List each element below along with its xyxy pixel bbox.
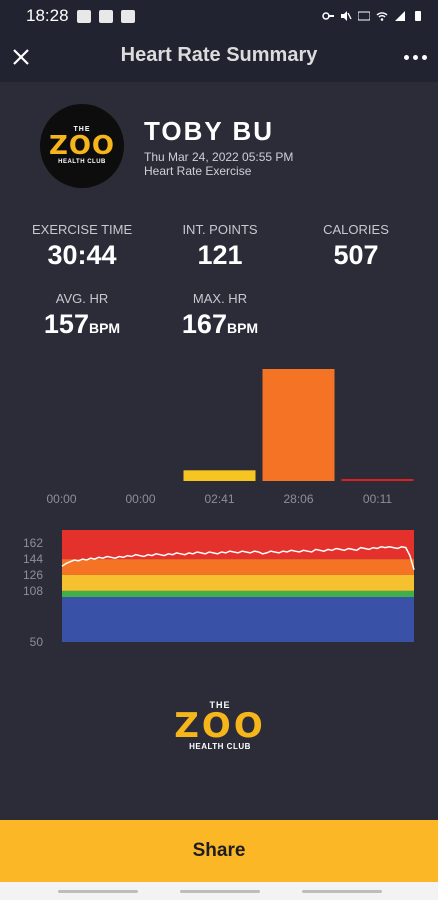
logo-zoo-text: ZOO [174,706,266,746]
workout-type: Heart Rate Exercise [144,164,252,178]
stat-label: AVG. HR [55,291,109,306]
hr-zone-band [62,559,414,575]
avg-hr-unit: BPM [88,320,121,336]
stat-int-points: INT. POINTS 121 [170,222,270,271]
key-icon [322,12,334,20]
share-button[interactable]: Share [0,820,438,882]
shopping-bag-icon [98,9,113,23]
cat-app-icon [120,9,135,23]
nav-back-indicator[interactable] [302,890,382,893]
zone-bar [183,470,256,481]
status-time: 18:28 [26,6,69,25]
page-title: Heart Rate Summary [120,44,318,66]
bottom-club-logo: THE ZOO HEALTH CLUB [150,700,290,751]
signal-icon [395,11,405,21]
nav-home-indicator[interactable] [180,890,260,893]
stat-value: 121 [197,240,243,270]
stat-value: 30:44 [47,240,117,270]
zone-bar [341,479,414,481]
zone-bar-label: 00:00 [125,492,155,506]
hr-axis-tick: 108 [23,584,43,598]
more-dot-icon [421,54,427,60]
hr-zone-band [62,590,414,598]
workout-datetime: Thu Mar 24, 2022 05:55 PM [144,150,294,164]
hr-line [61,546,415,570]
gallery-icon [76,9,91,23]
stat-label: INT. POINTS [182,222,258,237]
zone-bar [262,369,335,481]
zone-bar-label: 02:41 [204,492,234,506]
stat-value: 157BPM [32,309,132,340]
max-hr-unit: BPM [226,320,259,336]
stat-value: 507 [333,240,379,270]
club-logo: THE ZOO HEALTH CLUB [40,104,124,188]
logo-health-club-text: HEALTH CLUB [189,742,251,751]
stat-label: CALORIES [323,222,389,237]
battery-icon [415,11,421,21]
hd-icon [358,11,370,21]
zone-bar-label: 00:11 [363,492,392,506]
stat-max-hr: MAX. HR 167BPM [170,291,270,340]
logo-the-text: THE [209,700,231,710]
stat-calories: CALORIES 507 [306,222,406,271]
navigation-bar [0,882,438,900]
heart-rate-chart: 162 144 126 108 50 [23,530,415,649]
more-options-button[interactable] [400,44,430,70]
stat-value: 167BPM [170,309,270,340]
close-icon [13,49,29,65]
stat-exercise-time: EXERCISE TIME 30:44 [32,222,132,271]
hr-zone-band [62,574,414,591]
zone-time-chart: 00:00 00:00 02:41 28:06 00:11 [46,369,414,506]
nav-recents-indicator[interactable] [58,890,138,893]
user-name: TOBY BU [144,116,275,146]
logo-health-club-text: HEALTH CLUB [58,159,106,165]
hr-axis-tick: 126 [23,568,43,582]
avg-hr-value: 157 [43,309,89,339]
stat-label: MAX. HR [192,291,248,306]
logo-the-text: THE [73,126,91,133]
status-bar: 18:28 [0,0,438,32]
more-dot-icon [412,54,418,60]
zone-bar-label: 28:06 [283,492,313,506]
hr-axis-tick: 162 [23,536,43,550]
stat-label: EXERCISE TIME [32,222,133,237]
hr-zone-band [62,597,414,642]
more-dot-icon [403,54,409,60]
mute-icon [341,11,352,21]
max-hr-value: 167 [181,309,227,339]
hr-axis-tick: 144 [23,552,43,566]
zone-bar-label: 00:00 [46,492,76,506]
app-bar: Heart Rate Summary [0,32,438,82]
stat-avg-hr: AVG. HR 157BPM [32,291,132,340]
close-button[interactable] [8,44,34,70]
hr-zone-band [62,530,414,560]
wifi-icon [376,12,388,21]
hr-axis-tick: 50 [30,635,44,649]
logo-zoo-text: ZOO [48,131,116,161]
